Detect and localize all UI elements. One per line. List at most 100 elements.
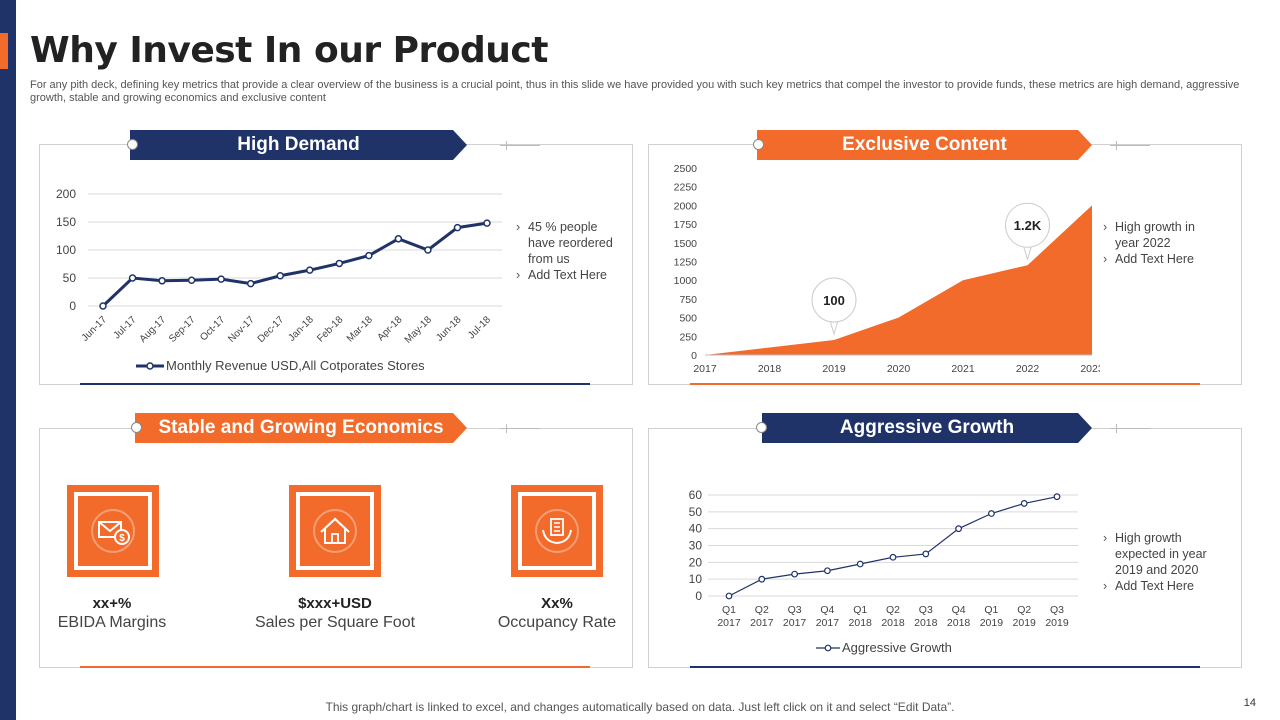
exclusive-content-chart: 0 250 500 750 1000 1250 1500 1750 2000 2250 2500 20… [674, 163, 1100, 375]
x-tick-year: 2019 [980, 617, 1004, 629]
x-tick-year: 2018 [914, 617, 938, 629]
stable-economics-banner-tick [500, 424, 540, 433]
data-point [758, 575, 766, 583]
legend-marker [146, 362, 154, 370]
data-point [1020, 500, 1028, 507]
high-demand-note-1: 45 % people have reordered from us [516, 219, 626, 267]
exclusive-content-banner-dot [753, 139, 764, 150]
metric-label-ebida: EBIDA Margins [57, 614, 167, 631]
stable-economics-banner: Stable and Growing Economics [135, 413, 467, 443]
data-point [922, 550, 930, 558]
data-point [823, 567, 831, 575]
house-icon [289, 485, 381, 577]
x-tick-label: Mar-18 [345, 314, 375, 344]
y-tick-label: 250 [679, 331, 697, 343]
x-tick-label: 2022 [1016, 363, 1040, 375]
x-tick-label: Jul-18 [466, 314, 493, 341]
data-point [306, 266, 314, 274]
high-demand-banner: High Demand [130, 130, 467, 160]
title-accent [0, 33, 8, 69]
metric-label-sales: Sales per Square Foot [254, 614, 416, 631]
exclusive-content-notes: High growth in year 2022 Add Text Here [1103, 219, 1213, 267]
high-demand-banner-tick [500, 141, 540, 150]
callout-label: 100 [823, 293, 845, 308]
legend-label: Aggressive Growth [842, 640, 952, 655]
data-point [1053, 493, 1061, 501]
exclusive-content-banner: Exclusive Content [757, 130, 1092, 160]
aggressive-growth-notes: High growth expected in year 2019 and 20… [1103, 530, 1223, 594]
x-tick-label: Oct-17 [198, 314, 227, 343]
data-point [791, 570, 799, 578]
high-demand-note-2: Add Text Here [516, 267, 626, 283]
x-tick-year: 2017 [783, 617, 807, 629]
aggressive-growth-banner-dot [756, 422, 767, 433]
money-envelope-icon: $ [67, 485, 159, 577]
x-tick-quarter: Q1 [984, 604, 998, 616]
y-tick-label: 40 [689, 522, 703, 536]
page-title: Why Invest In our Product [30, 30, 548, 71]
x-tick-year: 2017 [717, 617, 741, 629]
y-tick-label: 30 [689, 539, 703, 553]
y-tick-label: 50 [63, 271, 77, 285]
aggressive-growth-banner-label: Aggressive Growth [839, 417, 1015, 438]
x-tick-quarter: Q2 [755, 604, 769, 616]
y-tick-label: 2250 [674, 182, 698, 194]
exclusive-content-banner-tick [1110, 141, 1150, 150]
page-number: 14 [1243, 697, 1256, 709]
data-point [453, 223, 462, 232]
exclusive-content-note-2: Add Text Here [1103, 251, 1213, 267]
y-tick-label: 60 [689, 488, 703, 502]
data-point [187, 276, 196, 284]
x-tick-year: 2018 [947, 617, 971, 629]
building-hand-icon [511, 485, 603, 577]
series-line [101, 221, 488, 308]
x-tick-label: Sep-17 [167, 314, 198, 345]
x-tick-year: 2019 [1013, 617, 1037, 629]
metric-value-occupancy: Xx% [541, 595, 573, 612]
aggressive-growth-chart: 0102030405060Q12017Q22017Q32017Q42017Q12… [689, 488, 1078, 655]
y-tick-label: 750 [679, 294, 697, 306]
x-tick-quarter: Q3 [1050, 604, 1064, 616]
area-fill [705, 205, 1092, 355]
x-tick-label: 2020 [887, 363, 911, 375]
x-tick-label: Dec-17 [256, 314, 287, 345]
data-point [856, 560, 864, 568]
y-tick-label: 50 [689, 505, 703, 519]
callout-bubble [1005, 202, 1050, 248]
aggressive-growth-note-1: High growth expected in year 2019 and 20… [1103, 530, 1223, 578]
data-point [889, 553, 897, 561]
data-point [128, 274, 137, 282]
exclusive-content-banner-label: Exclusive Content [842, 134, 1007, 155]
callout-bubble [811, 277, 857, 323]
aggressive-growth-note-2: Add Text Here [1103, 578, 1223, 594]
y-tick-label: 10 [689, 572, 703, 586]
data-point [955, 525, 963, 533]
x-tick-quarter: Q2 [1017, 604, 1031, 616]
y-tick-label: 500 [679, 313, 697, 325]
x-tick-label: May-18 [403, 314, 435, 346]
aggressive-growth-banner-tick [1110, 424, 1150, 433]
y-tick-label: 1750 [674, 219, 698, 231]
data-point [99, 302, 107, 310]
data-point [424, 246, 432, 254]
x-tick-label: Nov-17 [226, 314, 257, 345]
exclusive-content-underline [690, 383, 1200, 385]
aggressive-growth-banner: Aggressive Growth [762, 413, 1092, 443]
x-tick-quarter: Q3 [788, 604, 802, 616]
y-tick-label: 2000 [674, 200, 698, 212]
svg-text:$: $ [119, 533, 125, 544]
x-tick-label: 2017 [693, 363, 717, 375]
page-subtitle: For any pith deck, defining key metrics … [30, 79, 1240, 104]
x-tick-quarter: Q4 [820, 604, 834, 616]
callout-label: 1.2K [1014, 218, 1042, 233]
left-accent-bar [0, 0, 16, 720]
y-tick-label: 1000 [674, 275, 698, 287]
metric-label-occupancy: Occupancy Rate [497, 614, 617, 631]
x-tick-label: 2023 [1080, 363, 1100, 375]
x-tick-quarter: Q1 [853, 604, 867, 616]
data-point [365, 251, 373, 260]
data-point [394, 235, 403, 243]
x-tick-label: 2019 [822, 363, 846, 375]
y-tick-label: 0 [69, 299, 76, 313]
